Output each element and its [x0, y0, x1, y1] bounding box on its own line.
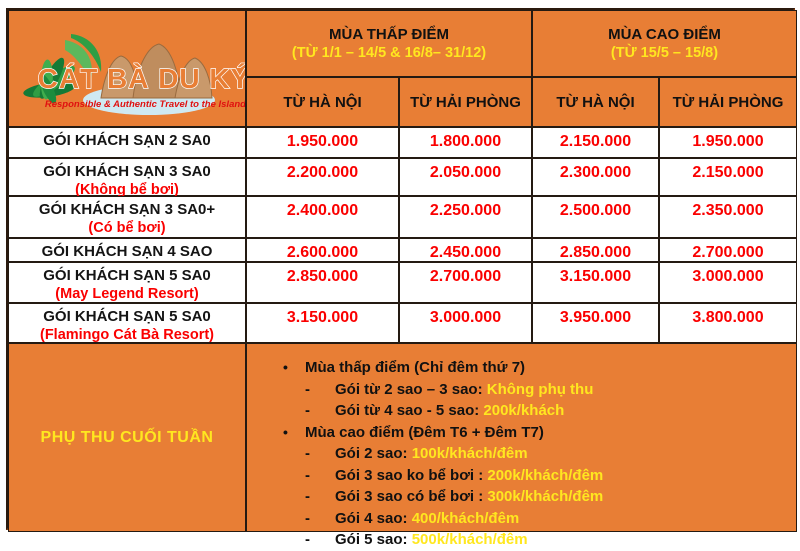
- surcharge-value: 200k/khách/đêm: [487, 466, 604, 484]
- price-value: 2.700.000: [659, 238, 797, 262]
- dash-icon: -: [305, 402, 310, 419]
- price-value: 2.850.000: [532, 238, 659, 262]
- col-header-low-hanoi: TỪ HÀ NỘI: [246, 77, 399, 127]
- price-value: 2.450.000: [399, 238, 532, 262]
- package-name: GÓI KHÁCH SẠN 5 SA0: [43, 308, 211, 325]
- logo-cell: CÁT BÀ DU KÝ Responsible & Authentic Tra…: [8, 10, 246, 127]
- header-high-season: MÙA CAO ĐIỂM (TỪ 15/5 – 15/8): [532, 10, 797, 77]
- price-value: 3.150.000: [532, 262, 659, 303]
- price-value: 3.000.000: [659, 262, 797, 303]
- low-season-dates: (TỪ 1/1 – 14/5 & 16/8– 31/12): [291, 45, 487, 61]
- package-name: GÓI KHÁCH SẠN 3 SA0: [43, 163, 211, 180]
- logo-title: CÁT BÀ DU KÝ: [38, 63, 245, 94]
- price-value: 3.000.000: [399, 303, 532, 343]
- surcharge-item: - Gói 4 sao: 400/khách/đêm: [283, 508, 603, 530]
- price-value: 3.950.000: [532, 303, 659, 343]
- price-value: 1.950.000: [659, 127, 797, 158]
- price-value: 3.150.000: [246, 303, 399, 343]
- surcharge-item: - Gói 3 sao ko bể bơi : 200k/khách/đêm: [283, 465, 603, 487]
- dash-icon: -: [305, 531, 310, 548]
- table-row-label: GÓI KHÁCH SẠN 2 SA0: [8, 127, 246, 158]
- surcharge-value: 300k/khách/đêm: [487, 488, 604, 505]
- dash-icon: -: [305, 466, 310, 484]
- surcharge-low-season-section: • Mùa thấp điểm (Chỉ đêm thứ 7) - Gói từ 2…: [283, 357, 603, 422]
- price-value: 2.600.000: [246, 238, 399, 262]
- surcharge-section-title: • Mùa thấp điểm (Chỉ đêm thứ 7): [283, 357, 603, 379]
- package-name: GÓI KHÁCH SẠN 3 SA0+: [38, 201, 216, 218]
- surcharge-item: - Gói từ 2 sao – 3 sao: Không phụ thu: [283, 379, 603, 401]
- bullet-icon: •: [283, 359, 288, 375]
- surcharge-details: • Mùa thấp điểm (Chỉ đêm thứ 7) - Gói từ 2…: [246, 343, 797, 548]
- price-value: 2.200.000: [246, 158, 399, 196]
- dash-icon: -: [305, 488, 310, 505]
- dash-icon: -: [305, 509, 310, 527]
- table-row-label: GÓI KHÁCH SẠN 3 SA0 (Không bể bơi): [8, 158, 246, 198]
- table-row-label: GÓI KHÁCH SẠN 5 SA0 (Flamingo Cát Bà Res…: [8, 303, 246, 343]
- col-header-high-haiphong: TỪ HẢI PHÒNG: [659, 77, 797, 127]
- package-note: (Flamingo Cát Bà Resort): [39, 327, 214, 343]
- company-logo: CÁT BÀ DU KÝ Responsible & Authentic Tra…: [23, 33, 245, 115]
- price-value: 2.700.000: [399, 262, 532, 303]
- table-row-label: GÓI KHÁCH SẠN 4 SAO: [8, 238, 246, 262]
- price-value: 2.250.000: [399, 196, 532, 238]
- surcharge-item: - Gói 3 sao có bể bơi : 300k/khách/đêm: [283, 486, 603, 508]
- price-value: 3.800.000: [659, 303, 797, 343]
- price-value: 1.950.000: [246, 127, 399, 158]
- surcharge-value: 400/khách/đêm: [411, 509, 520, 527]
- logo-tagline: Responsible & Authentic Travel to the Is…: [45, 99, 245, 110]
- high-season-dates: (TỪ 15/5 – 15/8): [610, 45, 719, 61]
- leaf-swirl-icon: [23, 33, 102, 104]
- table-row-label: GÓI KHÁCH SẠN 5 SA0 (May Legend Resort): [8, 262, 246, 303]
- low-season-title: MÙA THẤP ĐIỂM: [329, 26, 449, 43]
- price-value: 2.350.000: [659, 196, 797, 238]
- surcharge-item: - Gói 5 sao: 500k/khách/đêm: [283, 529, 603, 551]
- surcharge-value: 200k/khách: [483, 402, 565, 419]
- col-header-high-hanoi: TỪ HÀ NỘI: [532, 77, 659, 127]
- price-value: 2.400.000: [246, 196, 399, 238]
- mountains-icon: [100, 42, 213, 98]
- package-name: GÓI KHÁCH SẠN 4 SAO: [41, 243, 213, 260]
- surcharge-section-title: • Mùa cao điểm (Đêm T6 + Đêm T7): [283, 422, 603, 444]
- price-value: 1.800.000: [399, 127, 532, 158]
- dash-icon: -: [305, 380, 310, 398]
- col-header-low-haiphong: TỪ HẢI PHÒNG: [399, 77, 532, 127]
- package-note: (Có bể bơi): [88, 220, 166, 236]
- price-value: 2.150.000: [659, 158, 797, 196]
- high-season-title: MÙA CAO ĐIỂM: [608, 26, 721, 43]
- surcharge-value: 100k/khách/đêm: [411, 445, 528, 462]
- price-value: 2.850.000: [246, 262, 399, 303]
- surcharge-value: 500k/khách/đêm: [411, 531, 528, 548]
- surcharge-title: PHỤ THU CUỐI TUẦN: [8, 343, 246, 532]
- price-value: 2.050.000: [399, 158, 532, 196]
- surcharge-item: - Gói từ 4 sao - 5 sao: 200k/khách: [283, 400, 603, 422]
- package-name: GÓI KHÁCH SẠN 2 SA0: [43, 132, 211, 149]
- pricing-table: CÁT BÀ DU KÝ Responsible & Authentic Tra…: [6, 8, 797, 548]
- surcharge-item: - Gói 2 sao: 100k/khách/đêm: [283, 443, 603, 465]
- surcharge-value: Không phụ thu: [486, 380, 594, 398]
- package-note: (May Legend Resort): [55, 286, 199, 302]
- bullet-icon: •: [283, 423, 288, 440]
- table-row-label: GÓI KHÁCH SẠN 3 SA0+ (Có bể bơi): [8, 196, 246, 238]
- dash-icon: -: [305, 445, 310, 462]
- price-value: 2.150.000: [532, 127, 659, 158]
- package-name: GÓI KHÁCH SẠN 5 SA0: [43, 267, 211, 284]
- package-note: (Không bể bơi): [75, 182, 179, 198]
- header-low-season: MÙA THẤP ĐIỂM (TỪ 1/1 – 14/5 & 16/8– 31/…: [246, 10, 532, 77]
- price-value: 2.500.000: [532, 196, 659, 238]
- surcharge-high-season-section: • Mùa cao điểm (Đêm T6 + Đêm T7) - Gói 2 s…: [283, 422, 603, 551]
- price-value: 2.300.000: [532, 158, 659, 196]
